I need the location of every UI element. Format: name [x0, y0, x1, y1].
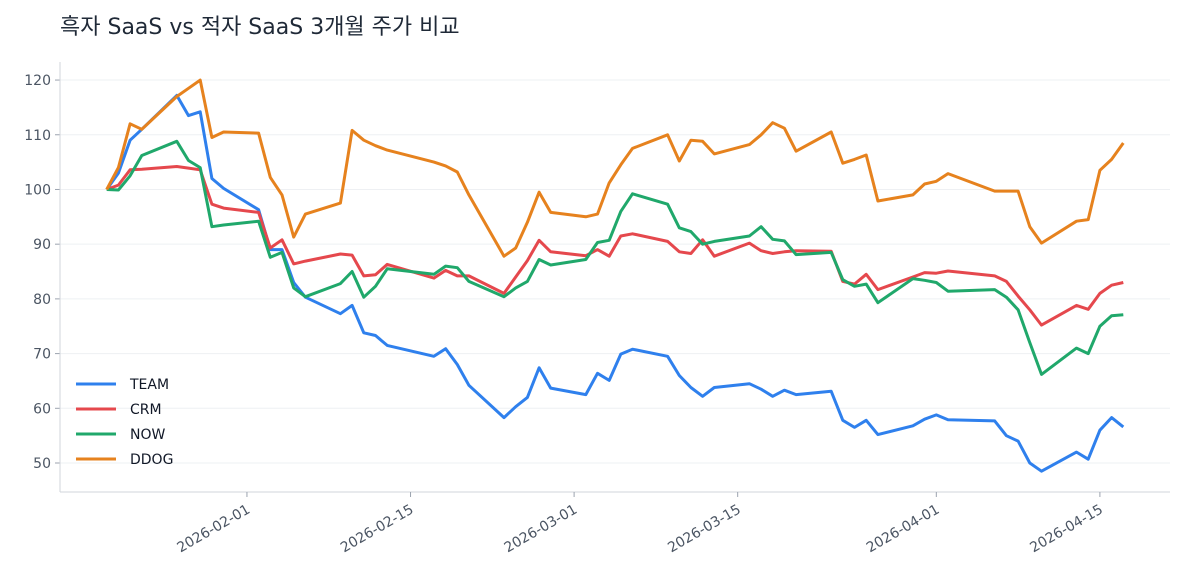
y-tick-label: 100: [24, 182, 51, 198]
x-tick-label: 2026-04-01: [864, 502, 942, 557]
chart-title: 흑자 SaaS vs 적자 SaaS 3개월 주가 비교: [60, 15, 460, 40]
line-series: [105, 78, 1125, 258]
line-series: [106, 165, 1124, 327]
y-tick-label: 110: [24, 128, 51, 144]
legend-text: NOW: [130, 427, 165, 443]
y-tick-label: 120: [24, 73, 51, 89]
x-tick-label: 2026-02-15: [338, 502, 416, 557]
line-series: [105, 93, 1125, 473]
line-series: [106, 139, 1124, 376]
y-tick-label: 70: [33, 347, 51, 363]
y-tick-label: 50: [33, 456, 51, 472]
legend-text: CRM: [130, 402, 162, 418]
legend-text: TEAM: [129, 377, 169, 393]
legend-text: DDOG: [130, 452, 173, 468]
x-tick-label: 2026-04-15: [1027, 502, 1105, 557]
x-tick-label: 2026-02-01: [174, 502, 252, 557]
y-tick-label: 80: [33, 292, 51, 308]
x-tick-label: 2026-03-01: [502, 502, 580, 557]
y-tick-label: 60: [33, 401, 51, 417]
y-tick-label: 90: [33, 237, 51, 253]
x-tick-label: 2026-03-15: [665, 502, 743, 557]
